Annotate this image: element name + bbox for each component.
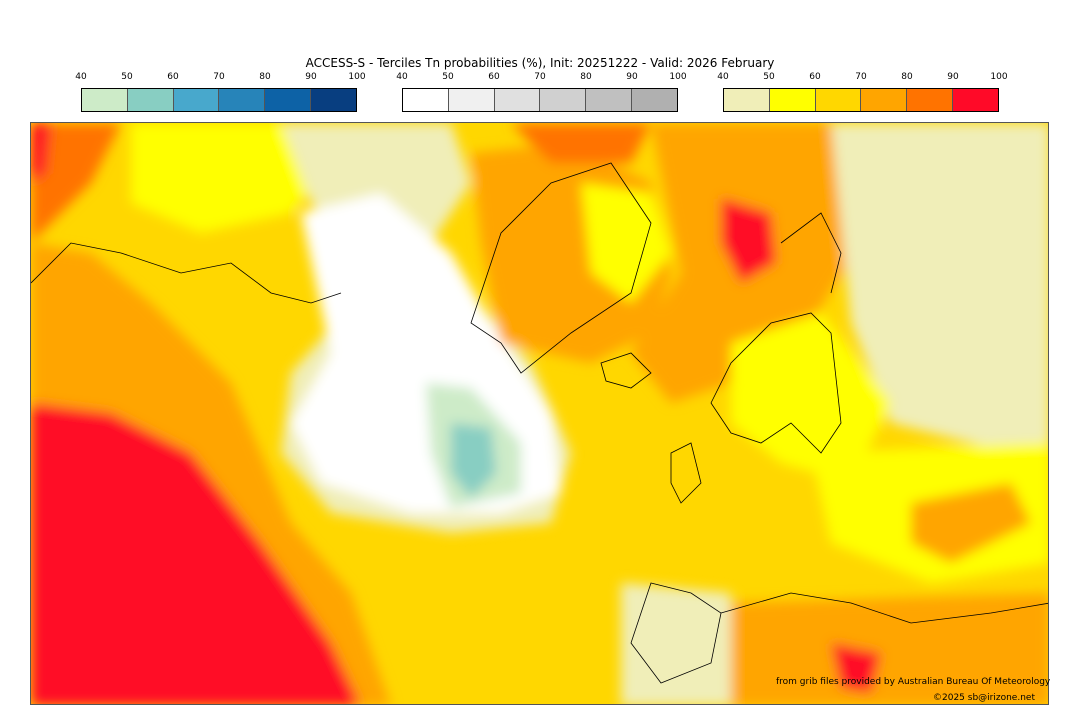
legend-color-swatch: [769, 89, 816, 111]
source-credit: from grib files provided by Australian B…: [776, 677, 1051, 687]
legend-above-normal: 40 50 60 70 80 90 100: [717, 72, 1008, 112]
legend-color-swatch: [632, 89, 677, 111]
legend-color-swatch: [265, 89, 312, 111]
coastlines: [31, 162, 1048, 684]
legend-near-normal: 40 50 60 70 80 90 100: [396, 72, 687, 112]
region: [831, 123, 1048, 463]
region: [31, 403, 361, 704]
legend-color-swatch: [953, 89, 998, 111]
legend-tick-label: 60: [167, 72, 179, 82]
legend-color-swatch: [861, 89, 908, 111]
legend-tick-label: 70: [855, 72, 867, 82]
legend-tick-label: 90: [626, 72, 638, 82]
legend-tick-label: 40: [717, 72, 729, 82]
legend-tick-label: 60: [488, 72, 500, 82]
legend-tick-label: 100: [348, 72, 366, 82]
legend-tick-label: 90: [305, 72, 317, 82]
legend-colorbar: [723, 88, 999, 112]
region: [621, 583, 731, 704]
legend-tick-label: 80: [580, 72, 592, 82]
region: [721, 198, 776, 283]
legend-tick-label: 90: [947, 72, 959, 82]
legend-color-swatch: [815, 89, 862, 111]
legend-color-swatch: [82, 89, 128, 111]
legend-color-swatch: [494, 89, 541, 111]
legend-tick-label: 80: [901, 72, 913, 82]
region: [581, 183, 671, 303]
region: [731, 593, 1048, 704]
legend-color-swatch: [311, 89, 356, 111]
legend-tick-label: 70: [534, 72, 546, 82]
copyright-credit: ©2025 sb@irizone.net: [933, 693, 1035, 703]
region: [731, 313, 891, 483]
legend-color-swatch: [540, 89, 587, 111]
legend-tick-label: 50: [763, 72, 775, 82]
map-title: ACCESS-S - Terciles Tn probabilities (%)…: [305, 56, 775, 70]
legend-ticks: 40 50 60 70 80 90 100: [396, 72, 686, 86]
legend-color-swatch: [173, 89, 220, 111]
region: [31, 123, 121, 243]
legend-color-swatch: [219, 89, 266, 111]
probability-map[interactable]: [30, 122, 1049, 705]
legend-tick-label: 80: [259, 72, 271, 82]
legend-tick-label: 40: [396, 72, 408, 82]
legend-color-swatch: [907, 89, 954, 111]
legend-tick-label: 100: [669, 72, 687, 82]
legend-tick-label: 40: [75, 72, 87, 82]
legend-ticks: 40 50 60 70 80 90 100: [717, 72, 1007, 86]
region: [31, 123, 51, 183]
legend-colorbar: [402, 88, 678, 112]
legend-tick-label: 50: [121, 72, 133, 82]
region: [451, 423, 496, 498]
legend-below-normal: 40 50 60 70 80 90 100: [75, 72, 366, 112]
legend-color-swatch: [403, 89, 449, 111]
legend-colorbar: [81, 88, 357, 112]
legend-tick-label: 100: [990, 72, 1008, 82]
legend-color-swatch: [586, 89, 633, 111]
region: [911, 483, 1031, 563]
legend-tick-label: 50: [442, 72, 454, 82]
region: [511, 123, 651, 163]
legend-color-swatch: [127, 89, 174, 111]
legend-tick-label: 70: [213, 72, 225, 82]
region: [131, 123, 331, 233]
legend-color-swatch: [448, 89, 495, 111]
legend-color-swatch: [724, 89, 770, 111]
legend-ticks: 40 50 60 70 80 90 100: [75, 72, 365, 86]
legend-tick-label: 60: [809, 72, 821, 82]
region: [831, 643, 881, 693]
